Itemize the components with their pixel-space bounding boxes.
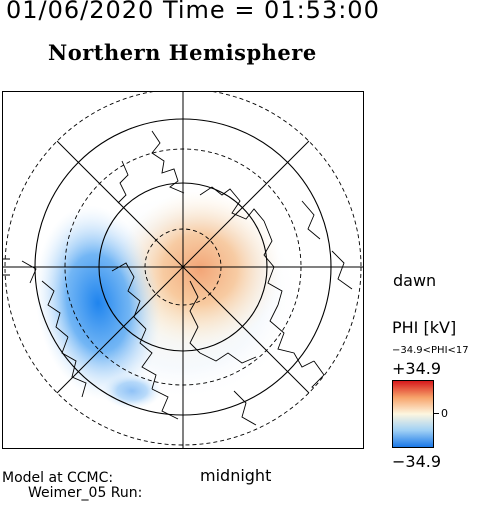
- coastlines: [21, 130, 353, 426]
- hemisphere-title: Northern Hemisphere: [48, 40, 317, 65]
- colorbar-min-label: −34.9: [392, 452, 442, 471]
- run-label: Weimer_05 Run:: [28, 485, 143, 501]
- dawn-label: dawn: [393, 271, 437, 290]
- colorbar-range: −34.9<PHI<17: [392, 345, 469, 356]
- colorbar: [392, 380, 434, 448]
- datetime-title: 01/06/2020 Time = 01:53:00: [6, 0, 380, 24]
- model-label: Model at CCMC:: [2, 470, 114, 486]
- polar-map: [2, 88, 364, 449]
- colorbar-zero-tick: [434, 413, 439, 414]
- colorbar-max-label: +34.9: [392, 359, 442, 378]
- midnight-label: midnight: [200, 466, 272, 485]
- colorbar-title: PHI [kV]: [392, 318, 457, 337]
- edge-ticks: [2, 258, 14, 276]
- colorbar-zero-label: 0: [441, 407, 448, 420]
- negative-potential-cell: [35, 205, 161, 401]
- meridian-lines: [2, 91, 364, 449]
